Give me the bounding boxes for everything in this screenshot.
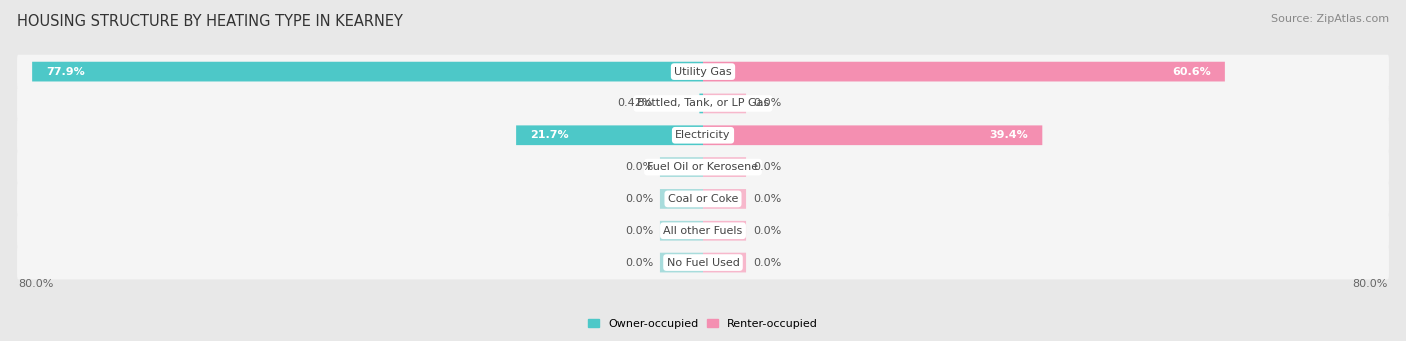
FancyBboxPatch shape <box>659 221 703 241</box>
Legend: Owner-occupied, Renter-occupied: Owner-occupied, Renter-occupied <box>583 314 823 333</box>
FancyBboxPatch shape <box>17 87 1389 120</box>
FancyBboxPatch shape <box>516 125 703 145</box>
Text: 0.0%: 0.0% <box>754 226 782 236</box>
Text: HOUSING STRUCTURE BY HEATING TYPE IN KEARNEY: HOUSING STRUCTURE BY HEATING TYPE IN KEA… <box>17 14 402 29</box>
FancyBboxPatch shape <box>703 253 747 272</box>
Text: 77.9%: 77.9% <box>46 66 84 77</box>
Text: 80.0%: 80.0% <box>18 279 53 289</box>
FancyBboxPatch shape <box>659 157 703 177</box>
FancyBboxPatch shape <box>703 62 1225 81</box>
Text: 0.0%: 0.0% <box>754 99 782 108</box>
FancyBboxPatch shape <box>703 189 747 209</box>
Text: Fuel Oil or Kerosene: Fuel Oil or Kerosene <box>647 162 759 172</box>
FancyBboxPatch shape <box>659 189 703 209</box>
Text: 0.0%: 0.0% <box>624 257 652 268</box>
FancyBboxPatch shape <box>703 221 747 241</box>
Text: 0.0%: 0.0% <box>754 162 782 172</box>
Text: Bottled, Tank, or LP Gas: Bottled, Tank, or LP Gas <box>637 99 769 108</box>
FancyBboxPatch shape <box>17 182 1389 216</box>
Text: Electricity: Electricity <box>675 130 731 140</box>
Text: Source: ZipAtlas.com: Source: ZipAtlas.com <box>1271 14 1389 24</box>
Text: 0.0%: 0.0% <box>754 257 782 268</box>
FancyBboxPatch shape <box>703 157 747 177</box>
FancyBboxPatch shape <box>17 150 1389 184</box>
Text: 60.6%: 60.6% <box>1173 66 1211 77</box>
FancyBboxPatch shape <box>17 246 1389 279</box>
Text: 0.0%: 0.0% <box>624 162 652 172</box>
Text: 80.0%: 80.0% <box>1353 279 1388 289</box>
Text: No Fuel Used: No Fuel Used <box>666 257 740 268</box>
FancyBboxPatch shape <box>17 118 1389 152</box>
Text: 0.0%: 0.0% <box>754 194 782 204</box>
Text: Utility Gas: Utility Gas <box>675 66 731 77</box>
Text: 0.0%: 0.0% <box>624 194 652 204</box>
Text: Coal or Coke: Coal or Coke <box>668 194 738 204</box>
FancyBboxPatch shape <box>32 62 703 81</box>
FancyBboxPatch shape <box>659 253 703 272</box>
Text: 39.4%: 39.4% <box>990 130 1029 140</box>
FancyBboxPatch shape <box>699 93 703 113</box>
FancyBboxPatch shape <box>17 214 1389 248</box>
FancyBboxPatch shape <box>17 55 1389 88</box>
Text: All other Fuels: All other Fuels <box>664 226 742 236</box>
FancyBboxPatch shape <box>703 93 747 113</box>
Text: 0.0%: 0.0% <box>624 226 652 236</box>
FancyBboxPatch shape <box>703 125 1042 145</box>
Text: 21.7%: 21.7% <box>530 130 568 140</box>
Text: 0.42%: 0.42% <box>617 99 652 108</box>
